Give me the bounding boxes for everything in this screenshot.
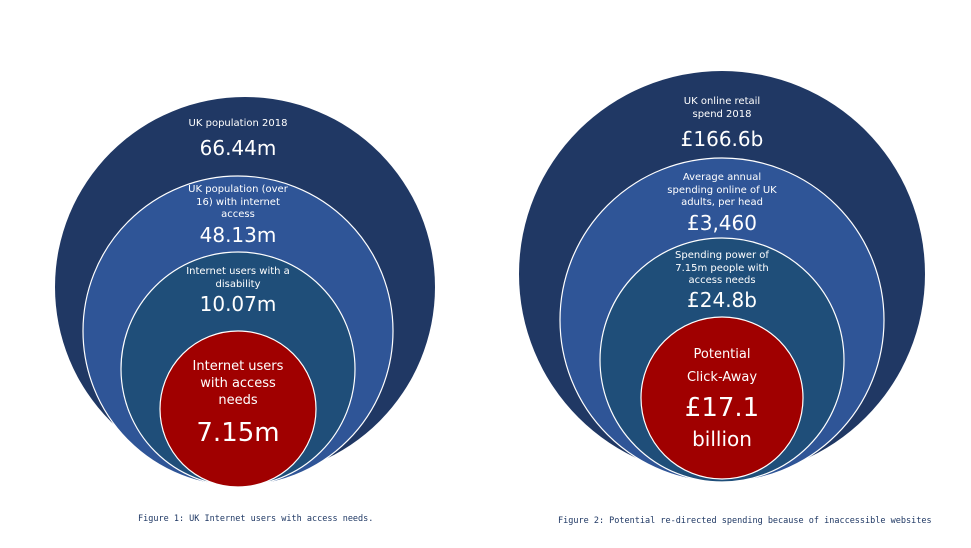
- disability-label: Internet users with a disability: [186, 266, 290, 290]
- figure-2: UK online retail spend 2018 £166.6b Aver…: [480, 0, 971, 548]
- disability-value: 10.07m: [199, 292, 277, 316]
- annual-spending-value: £3,460: [687, 211, 757, 235]
- click-away-value-suffix: billion: [692, 427, 752, 451]
- internet-access-label: UK population (over 16) with internet ac…: [188, 184, 288, 220]
- spending-power-value: £24.8b: [687, 288, 757, 312]
- figure-1-diagram: [55, 97, 435, 488]
- ring-click-away: [640, 316, 804, 480]
- uk-population-value: 66.44m: [199, 136, 277, 160]
- figure-2-caption: Figure 2: Potential re-directed spending…: [558, 516, 932, 526]
- click-away-label-line1: Potential: [693, 347, 751, 362]
- figure-1-caption: Figure 1: UK Internet users with access …: [138, 514, 374, 524]
- online-retail-value: £166.6b: [680, 127, 764, 151]
- annual-spending-label: Average annual spending online of UK adu…: [667, 172, 777, 208]
- uk-population-label: UK population 2018: [188, 118, 288, 129]
- ring-access-needs: [159, 330, 317, 488]
- online-retail-label: UK online retail spend 2018: [683, 96, 761, 120]
- click-away-label-line2: Click-Away: [686, 370, 758, 385]
- figure-2-diagram: [519, 71, 925, 483]
- spending-power-label: Spending power of 7.15m people with acce…: [675, 250, 769, 286]
- access-needs-value: 7.15m: [196, 418, 280, 448]
- figure-1: UK population 2018 66.44m UK population …: [0, 0, 480, 548]
- access-needs-label: Internet users with access needs: [192, 359, 284, 408]
- click-away-value: £17.1: [684, 393, 760, 423]
- internet-access-value: 48.13m: [199, 223, 277, 247]
